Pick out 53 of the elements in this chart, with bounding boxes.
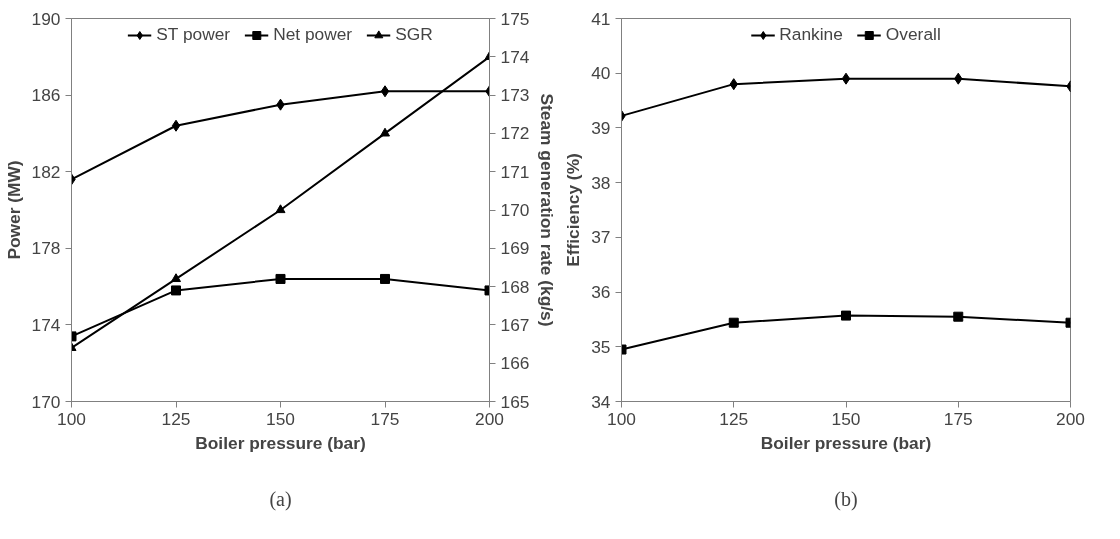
x-tick-label: 175: [370, 408, 400, 429]
point: [171, 273, 181, 283]
x-tick-label: 200: [1056, 408, 1085, 429]
x-tick-label: 125: [719, 408, 749, 429]
point: [171, 119, 181, 132]
x-axis-title: Boiler pressure (bar): [195, 432, 366, 453]
legend-label: Rankine: [779, 24, 843, 45]
point: [275, 204, 286, 214]
y-tick-label: 41: [591, 8, 611, 29]
y2-tick-label: 175: [500, 8, 530, 29]
y-tick-label: 40: [591, 63, 611, 84]
y2-tick-label: 167: [500, 314, 530, 335]
y-tick-label: 174: [31, 314, 61, 335]
y2-tick-label: 173: [500, 85, 530, 106]
y-tick-label: 36: [591, 282, 611, 303]
point: [380, 273, 390, 284]
legend-label: Net power: [273, 24, 353, 45]
y-axis-title: Efficiency (%): [563, 153, 584, 267]
point: [841, 310, 851, 321]
y-axis-title: Power (MW): [3, 160, 24, 260]
y-tick-label: 178: [31, 238, 61, 259]
y2-tick-label: 172: [500, 123, 530, 144]
text: (a): [269, 487, 292, 511]
point: [841, 72, 851, 85]
x-tick-label: 125: [161, 408, 191, 429]
point: [275, 273, 286, 284]
y2-tick-label: 168: [500, 276, 530, 297]
y2-tick-label: 169: [500, 238, 530, 259]
x-tick-label: 150: [266, 408, 295, 429]
y-tick-label: 186: [31, 85, 61, 106]
legend-label: SGR: [395, 24, 433, 45]
point: [380, 85, 390, 98]
y2-tick-label: 174: [500, 46, 530, 67]
point: [380, 127, 390, 137]
x-axis-title: Boiler pressure (bar): [760, 432, 932, 453]
legend-label: ST power: [156, 24, 231, 45]
y2-tick-label: 171: [500, 161, 530, 182]
point: [171, 285, 181, 296]
point: [728, 317, 739, 328]
y-tick-label: 190: [31, 8, 61, 29]
legend-label: Overall: [885, 24, 941, 45]
y-tick-label: 35: [591, 336, 611, 357]
y2-axis-title: Steam generation rate (kg/s): [537, 93, 558, 327]
y-tick-label: 38: [591, 172, 611, 193]
point: [953, 311, 964, 322]
y-tick-label: 182: [31, 161, 61, 182]
x-tick-label: 150: [831, 408, 861, 429]
y2-tick-label: 170: [500, 200, 530, 220]
y-tick-label: 37: [591, 227, 611, 248]
y-tick-label: 39: [591, 117, 611, 138]
x-tick-label: 175: [943, 408, 973, 429]
text: (b): [834, 487, 858, 511]
y2-tick-label: 166: [500, 353, 530, 374]
